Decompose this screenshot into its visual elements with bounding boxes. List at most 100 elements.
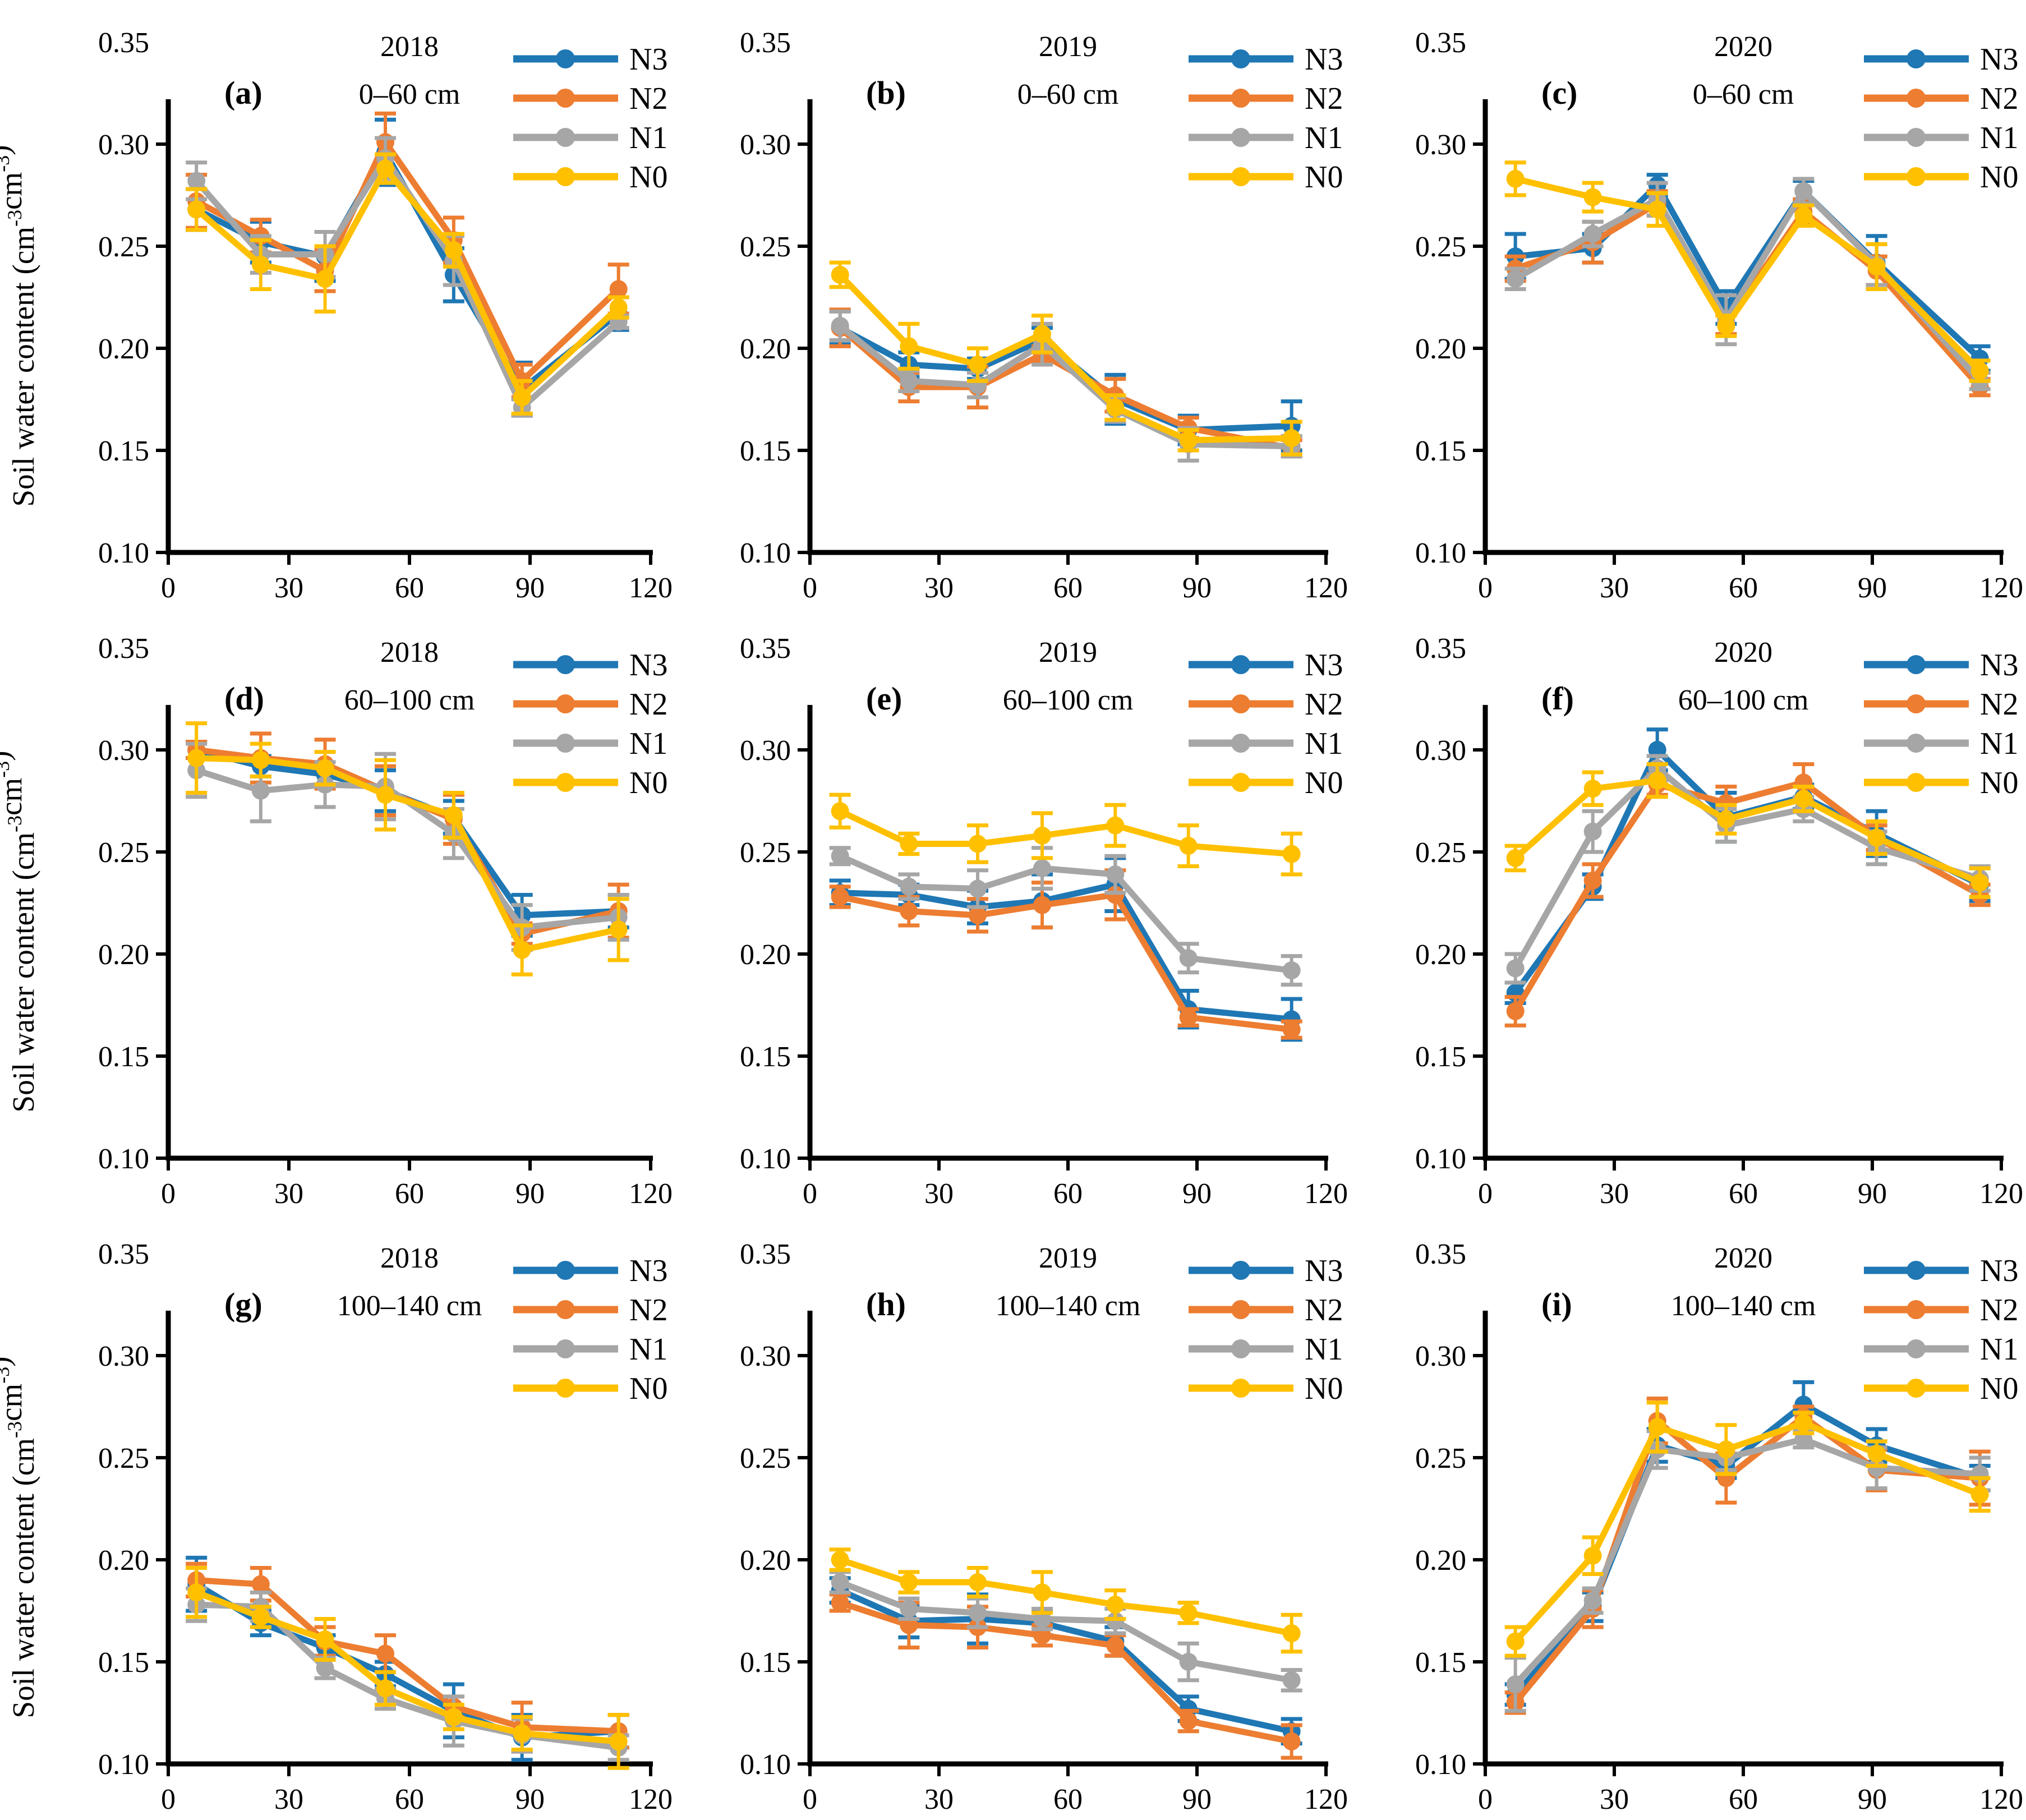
data-point (1033, 325, 1051, 343)
data-point (1106, 865, 1125, 884)
y-tick-label: 0.25 (98, 1443, 149, 1475)
markers-N0 (831, 802, 1301, 863)
legend-label-N3: N3 (1980, 42, 2018, 77)
y-tick-label: 0.10 (98, 537, 149, 569)
legend-label-N0: N0 (629, 160, 667, 195)
data-point (969, 835, 987, 853)
data-point (1282, 1020, 1301, 1039)
data-point (1583, 1591, 1602, 1610)
legend-item-N1: N1 (1864, 726, 2018, 761)
legend-marker-N2 (1231, 694, 1250, 713)
legend-marker-N2 (1907, 1300, 1926, 1319)
legend-marker-N1 (1907, 1339, 1926, 1358)
markers-N1 (831, 847, 1301, 980)
legend-marker-N1 (1907, 734, 1926, 753)
legend-label-N2: N2 (1980, 81, 2018, 116)
legend-marker-N0 (1231, 167, 1250, 186)
x-tick-label: 120 (1979, 1784, 2023, 1816)
data-point (376, 786, 394, 804)
legend: N3 N2 N1 N0 (1189, 648, 1343, 800)
legend-item-N2: N2 (1864, 1293, 2018, 1328)
data-point (1106, 1636, 1125, 1655)
y-tick-label: 0.10 (740, 537, 791, 569)
data-point (316, 1658, 334, 1677)
data-point (316, 1630, 334, 1648)
panel-title-year: 2019 (1039, 637, 1097, 669)
panel-letter: (f) (1541, 680, 1574, 717)
y-tick-label: 0.30 (740, 1340, 791, 1372)
y-tick-label: 0.35 (1415, 1238, 1466, 1270)
y-tick-label: 0.35 (98, 27, 149, 59)
legend: N3 N2 N1 N0 (513, 42, 667, 195)
data-point (1506, 1002, 1525, 1020)
x-tick-label: 30 (924, 1178, 954, 1210)
legend-label-N2: N2 (1980, 1293, 2018, 1328)
data-point (1970, 873, 1989, 892)
legend-item-N0: N0 (1189, 160, 1343, 195)
legend-label-N2: N2 (1305, 81, 1343, 116)
y-tick-label: 0.10 (740, 1749, 791, 1781)
x-tick-label: 0 (1478, 572, 1493, 604)
y-tick-label: 0.25 (740, 1443, 791, 1475)
legend-label-N0: N0 (1980, 1371, 2018, 1406)
y-tick-label: 0.20 (740, 939, 791, 971)
axes: 0.10 0.15 0.20 0.25 0.30 0.35 0 30 60 90 120 (1415, 633, 2023, 1210)
legend-label-N2: N2 (629, 81, 667, 116)
legend-item-N3: N3 (1189, 648, 1343, 683)
x-tick-label: 60 (1729, 1784, 1758, 1816)
x-tick-label: 60 (395, 572, 424, 604)
panel-title-year: 2020 (1714, 637, 1772, 669)
data-point (444, 241, 463, 260)
x-tick-label: 120 (1979, 572, 2023, 604)
legend-label-N1: N1 (1305, 726, 1343, 761)
x-tick-label: 0 (803, 572, 817, 604)
y-tick-label: 0.15 (740, 1647, 791, 1679)
data-point (1583, 780, 1602, 798)
data-point (969, 1573, 987, 1592)
legend-item-N2: N2 (513, 687, 667, 722)
series-N1 (829, 846, 1302, 987)
panel-title-year: 2018 (380, 1242, 439, 1274)
y-tick-label: 0.10 (98, 1749, 149, 1781)
x-tick-label: 120 (629, 1784, 673, 1816)
data-point (900, 372, 918, 390)
y-tick-label: 0.15 (98, 435, 149, 467)
data-point (376, 1679, 394, 1698)
legend-marker-N1 (1231, 1339, 1250, 1358)
legend-item-N0: N0 (1864, 766, 2018, 800)
legend-label-N2: N2 (1305, 687, 1343, 722)
markers-N2 (831, 886, 1301, 1039)
chart-b: 0.10 0.15 0.20 0.25 0.30 0.35 0 30 60 90 120 (b) 201… (740, 27, 1348, 604)
legend-label-N3: N3 (1980, 648, 2018, 683)
legend-label-N3: N3 (1305, 1254, 1343, 1288)
legend-label-N2: N2 (629, 687, 667, 722)
legend-marker-N2 (1907, 694, 1926, 713)
data-point (1179, 837, 1198, 855)
legend-marker-N1 (556, 734, 575, 753)
data-point (1179, 1008, 1198, 1026)
data-point (1867, 257, 1886, 276)
x-tick-label: 60 (1729, 572, 1758, 604)
x-tick-label: 90 (1182, 1784, 1212, 1816)
panel-letter: (b) (866, 75, 906, 111)
data-point (609, 298, 628, 317)
panel-title-year: 2018 (380, 637, 439, 669)
series-N0 (1504, 762, 1991, 899)
panel-title-year: 2018 (380, 31, 439, 63)
data-point (1717, 810, 1735, 828)
y-tick-label: 0.25 (98, 837, 149, 869)
data-point (1717, 1440, 1735, 1459)
y-tick-label: 0.15 (1415, 1041, 1466, 1073)
panel-h: 0.10 0.15 0.20 0.25 0.30 0.35 0 30 60 90 120 (h) 201… (675, 1211, 1351, 1817)
x-tick-label: 60 (395, 1784, 424, 1816)
x-tick-label: 60 (1053, 1784, 1083, 1816)
legend-item-N1: N1 (1189, 726, 1343, 761)
data-point (1282, 1732, 1301, 1750)
y-tick-label: 0.20 (98, 939, 149, 971)
data-point (187, 172, 206, 190)
data-point (1970, 1485, 1989, 1504)
series-N0 (1504, 160, 1991, 383)
series-N0 (1504, 1400, 1991, 1658)
data-point (1179, 1604, 1198, 1622)
data-point (251, 255, 270, 274)
